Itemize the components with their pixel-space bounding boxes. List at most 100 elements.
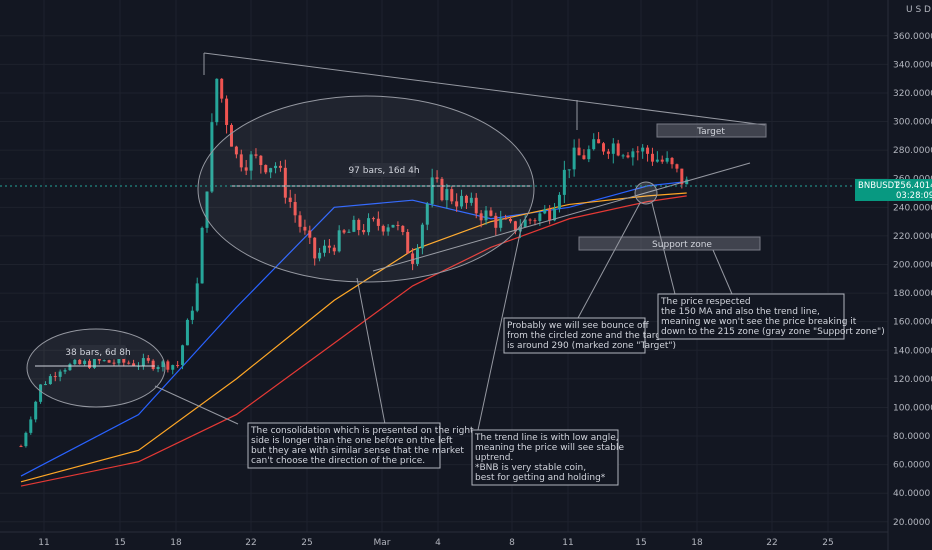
- y-tick-label: 300.0000: [893, 118, 932, 128]
- x-tick-label: 22: [245, 538, 256, 548]
- candle-body: [156, 367, 160, 370]
- y-tick-label: 220.0000: [893, 232, 932, 242]
- candle-body: [83, 360, 87, 365]
- candle-body: [357, 219, 361, 231]
- candle-body: [73, 359, 77, 365]
- countdown: 03:28:09: [896, 191, 932, 201]
- range-label-right: 97 bars, 16d 4h: [348, 166, 419, 176]
- candle-body: [68, 364, 72, 371]
- candle-body: [88, 360, 92, 368]
- candle-body: [313, 237, 317, 259]
- candle-body: [220, 78, 224, 99]
- consolidation-circle-left: [26, 328, 166, 408]
- candle-body: [411, 253, 415, 264]
- x-tick-label: 18: [691, 538, 703, 548]
- x-tick-label: 22: [766, 538, 777, 548]
- candle-body: [455, 201, 459, 207]
- range-label-left: 38 bars, 6d 8h: [65, 348, 130, 358]
- note-respect-box: [657, 293, 845, 340]
- candle-body: [499, 218, 503, 228]
- candle-body: [440, 178, 444, 201]
- candle-body: [577, 147, 581, 156]
- support-zone: [578, 236, 761, 251]
- candle-body: [141, 358, 145, 366]
- candle-body: [685, 179, 689, 185]
- candle-body: [48, 376, 52, 385]
- candle-body: [386, 227, 390, 232]
- note-bounce-box: [503, 317, 646, 354]
- candle-body: [489, 210, 493, 216]
- candle-body: [161, 361, 165, 368]
- candle-body: [611, 143, 615, 154]
- candle-body: [254, 154, 258, 156]
- candle-body: [582, 155, 586, 160]
- candle-body: [636, 151, 640, 153]
- candle-body: [406, 232, 410, 254]
- candle-body: [97, 358, 101, 361]
- note-trend-line: meaning the price will see stable: [475, 443, 624, 453]
- candle-body: [229, 124, 233, 147]
- note-trend-line: *BNB is very stable coin,: [475, 463, 586, 473]
- candle-body: [259, 155, 263, 166]
- note-consolidation-line: side is longer than the one before on th…: [251, 436, 453, 446]
- candle-body: [509, 219, 512, 222]
- candle-body: [553, 208, 557, 221]
- price-axis[interactable]: [888, 0, 932, 550]
- candle-body: [675, 164, 679, 169]
- candle-body: [117, 357, 121, 364]
- note-respect-line: The price respected: [660, 297, 751, 307]
- candle-body: [587, 149, 591, 160]
- candle-body: [78, 359, 82, 365]
- candle-body: [367, 218, 371, 233]
- candle-body: [112, 362, 116, 364]
- candle-body: [278, 165, 282, 168]
- note-trend-line: uptrend.: [475, 453, 513, 463]
- note-consolidation-line: The consolidation which is presented on …: [250, 426, 474, 436]
- currency-label[interactable]: U S D T: [906, 5, 932, 15]
- candle-body: [660, 159, 664, 162]
- candle-body: [670, 157, 674, 165]
- last-price-tag: BNBUSDT 256.4014 03:28:09: [0, 179, 932, 201]
- candle-body: [381, 225, 385, 232]
- candle-body: [322, 245, 326, 253]
- candle-body: [533, 220, 537, 222]
- x-tick-label: 18: [170, 538, 182, 548]
- candle-body: [269, 168, 273, 173]
- candle-body: [127, 362, 131, 364]
- candle-body: [43, 384, 47, 386]
- candle-body: [171, 365, 175, 370]
- x-tick-label: 25: [301, 538, 312, 548]
- y-tick-label: 100.0000: [893, 403, 932, 413]
- candle-body: [396, 224, 400, 226]
- y-tick-label: 360.0000: [893, 32, 932, 42]
- note-trend-line: The trend line is with low angle,: [474, 433, 619, 443]
- candle-body: [283, 167, 287, 198]
- candle-body: [626, 155, 630, 158]
- note-consolidation-box: [247, 422, 441, 469]
- candle-body: [181, 345, 185, 366]
- callout-line: [577, 202, 641, 319]
- candle-body: [597, 139, 601, 144]
- candle-body: [176, 365, 180, 367]
- target-zone: [656, 123, 767, 138]
- y-tick-label: 140.0000: [893, 346, 932, 356]
- candle-body: [19, 446, 23, 448]
- candle-body: [528, 219, 532, 221]
- x-tick-label: 11: [562, 538, 573, 548]
- candle-body: [102, 360, 106, 362]
- candle-body: [474, 197, 478, 214]
- candle-body: [430, 177, 434, 204]
- candle-body: [24, 432, 28, 447]
- y-tick-label: 80.0000: [893, 432, 930, 442]
- x-axis: 11 15 18 22 25 Mar 4 8 11 15 18 22 25: [38, 538, 833, 548]
- target-label: Target: [696, 127, 725, 137]
- note-bounce-line: is around 290 (marked zone "Target"): [507, 341, 676, 351]
- candle-body: [53, 376, 57, 378]
- candle-body: [523, 219, 527, 228]
- candle-body: [362, 230, 366, 233]
- moving-average-line-3: [20, 195, 687, 487]
- note-trend-box: [471, 429, 619, 486]
- moving-average-line-1: [20, 180, 687, 477]
- x-tick-label: 4: [435, 538, 441, 548]
